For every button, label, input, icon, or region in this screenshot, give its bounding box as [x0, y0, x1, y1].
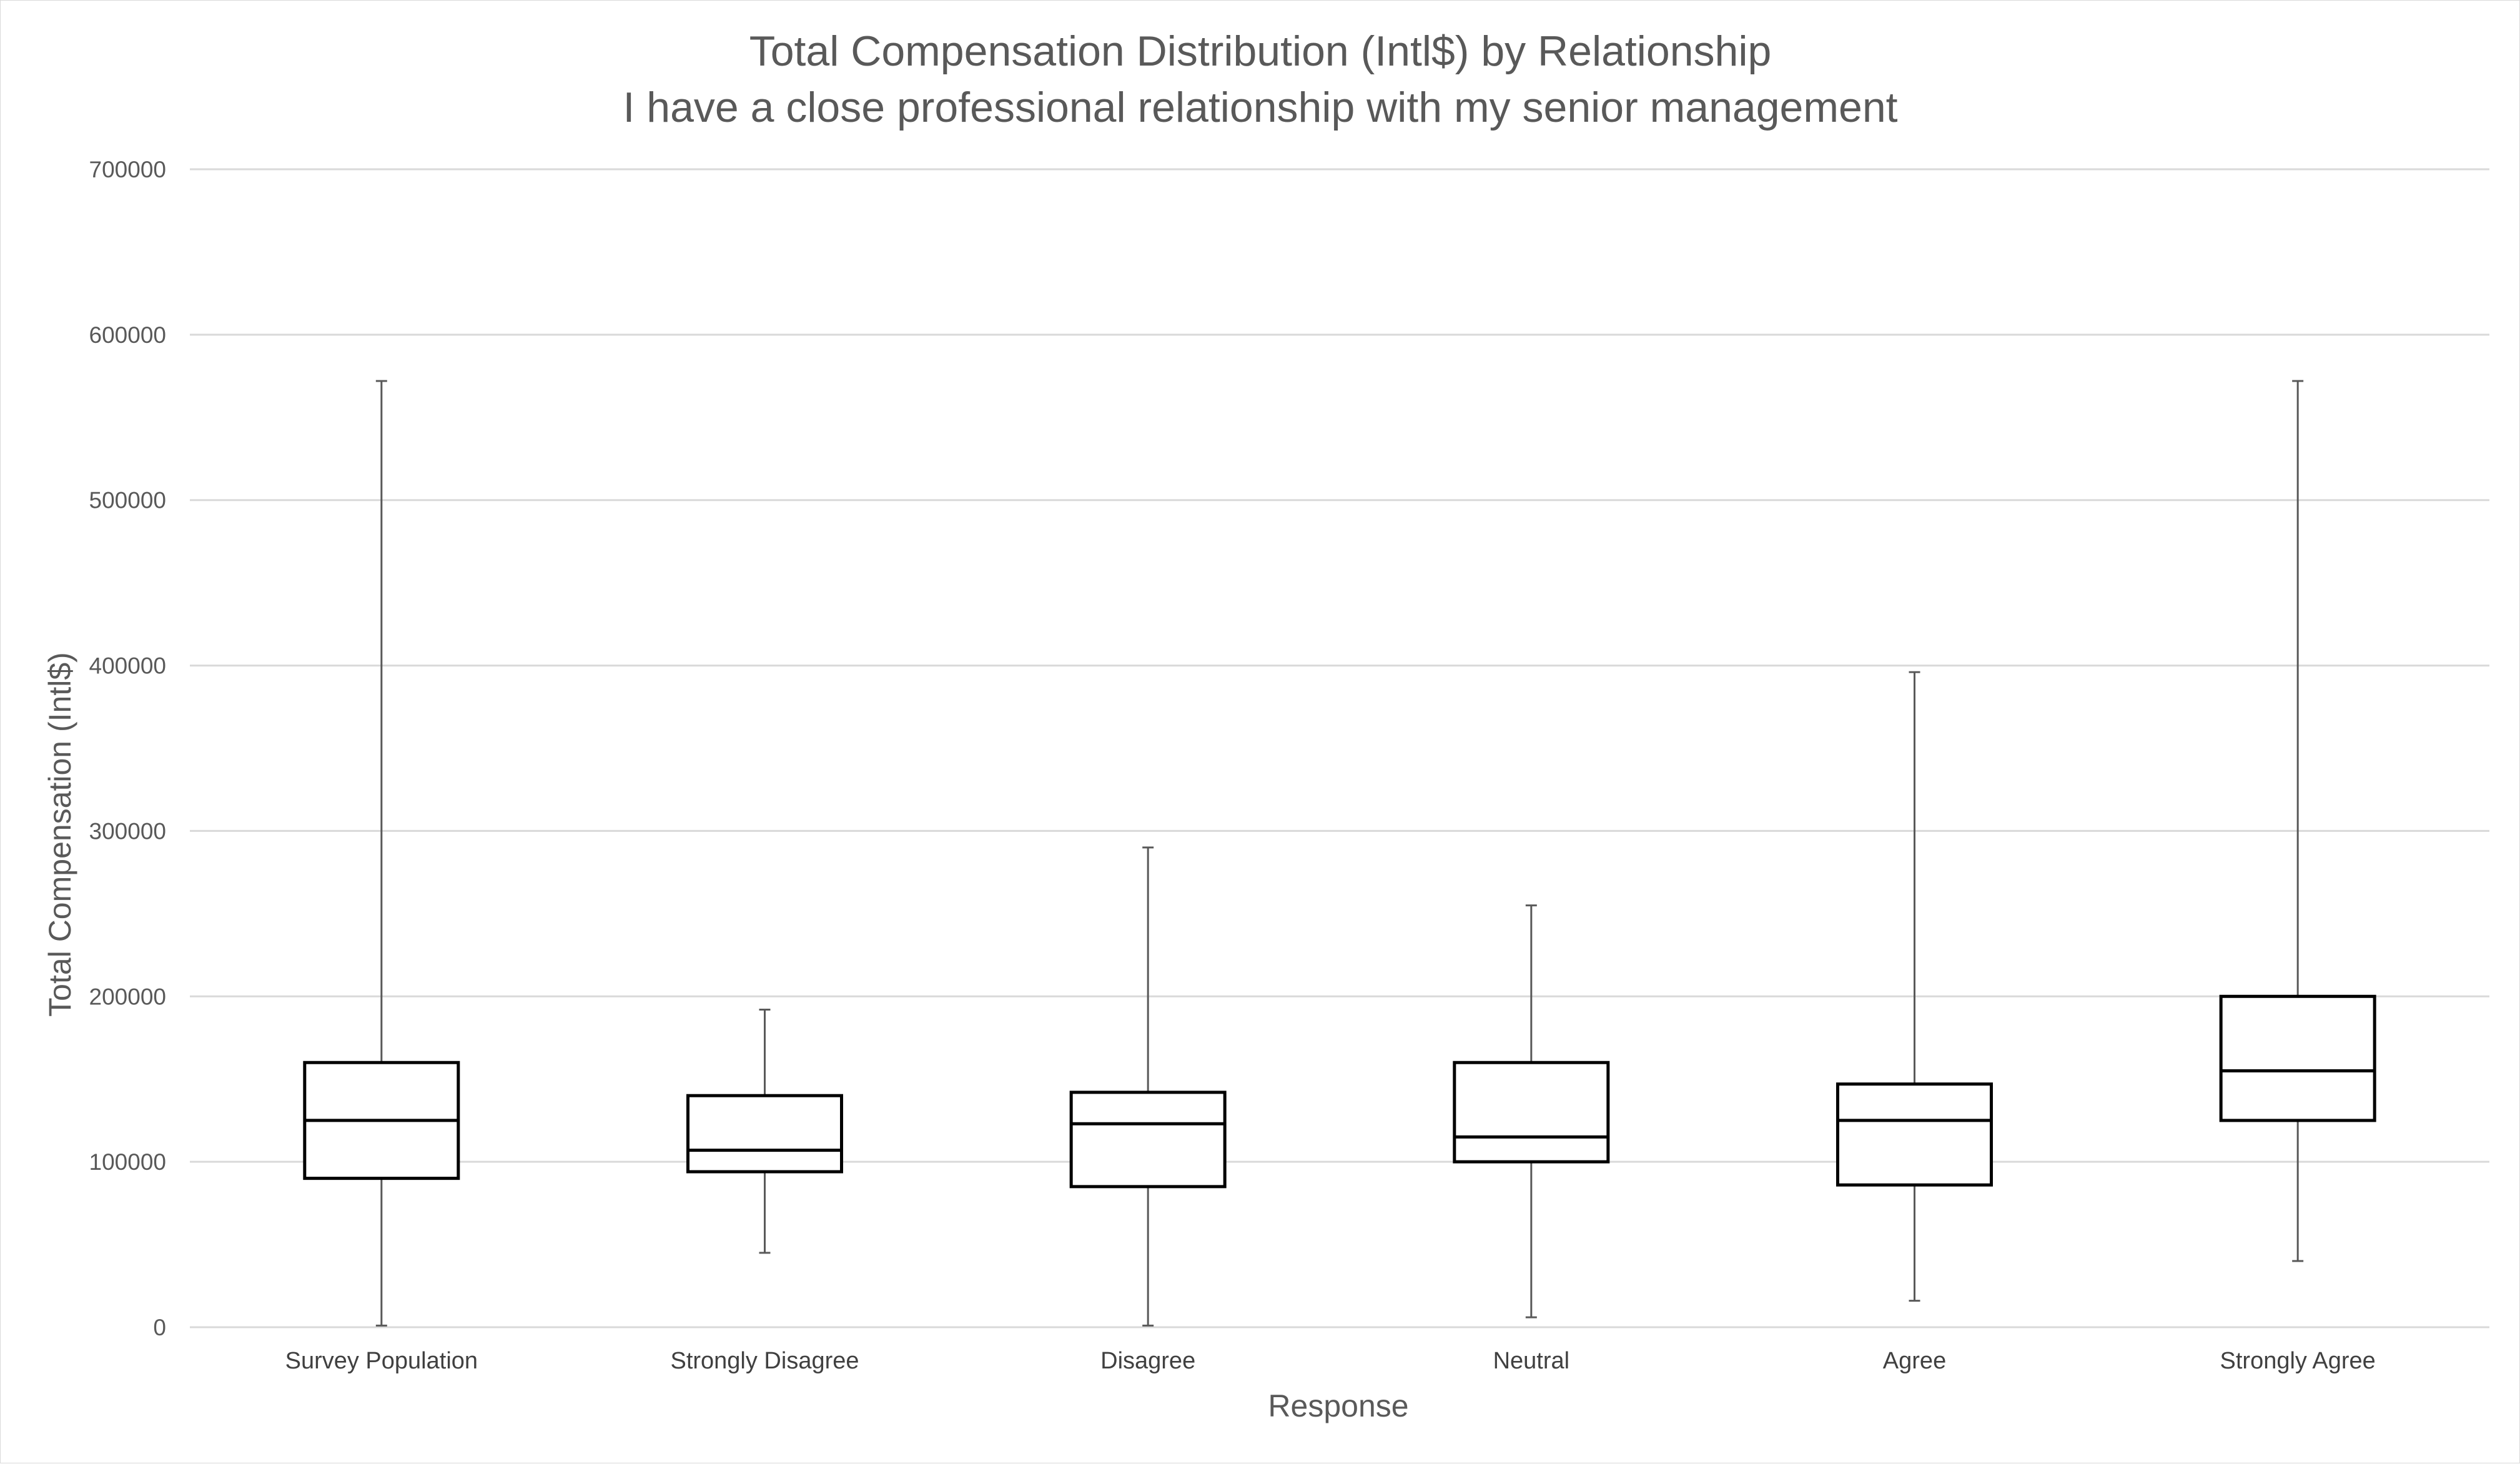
- box-series: [303, 380, 2376, 1327]
- box-survey-population: [303, 380, 460, 1327]
- y-tick-label: 500000: [89, 488, 166, 513]
- y-tick-label: 0: [153, 1315, 166, 1340]
- box-strongly-disagree: [686, 1008, 843, 1254]
- iqr-box: [1069, 1091, 1227, 1189]
- box-neutral: [1453, 904, 1610, 1318]
- y-axis-title: Total Compensation (Intl$): [42, 652, 77, 1017]
- x-category-label: Survey Population: [285, 1348, 478, 1374]
- gridlines: [190, 168, 2489, 1328]
- y-tick-label: 700000: [89, 157, 166, 182]
- box-disagree: [1069, 846, 1227, 1327]
- x-category-label: Disagree: [1100, 1348, 1195, 1374]
- x-axis-title: Response: [1268, 1388, 1408, 1423]
- y-tick-label: 400000: [89, 653, 166, 679]
- x-axis-categories: Survey Population Strongly Disagree Disagr…: [285, 1348, 2376, 1374]
- x-category-label: Agree: [1883, 1348, 1946, 1374]
- box-strongly-agree: [2219, 380, 2376, 1262]
- chart-title: Total Compensation Distribution (Intl$) …: [749, 27, 1772, 75]
- iqr-box: [2219, 994, 2376, 1122]
- y-tick-label: 300000: [89, 818, 166, 844]
- y-axis-ticks: 0 100000 200000 300000 400000 500000 600000 700…: [89, 157, 166, 1340]
- iqr-box: [1453, 1061, 1610, 1164]
- iqr-box: [1836, 1082, 1993, 1187]
- x-category-label: Neutral: [1493, 1348, 1570, 1374]
- x-category-label: Strongly Agree: [2220, 1348, 2376, 1374]
- box-agree: [1836, 671, 1993, 1302]
- x-category-label: Strongly Disagree: [670, 1348, 859, 1374]
- iqr-box: [686, 1094, 843, 1174]
- y-tick-label: 200000: [89, 984, 166, 1009]
- chart-subtitle: I have a close professional relationship…: [623, 84, 1897, 131]
- y-tick-label: 600000: [89, 322, 166, 348]
- y-tick-label: 100000: [89, 1149, 166, 1175]
